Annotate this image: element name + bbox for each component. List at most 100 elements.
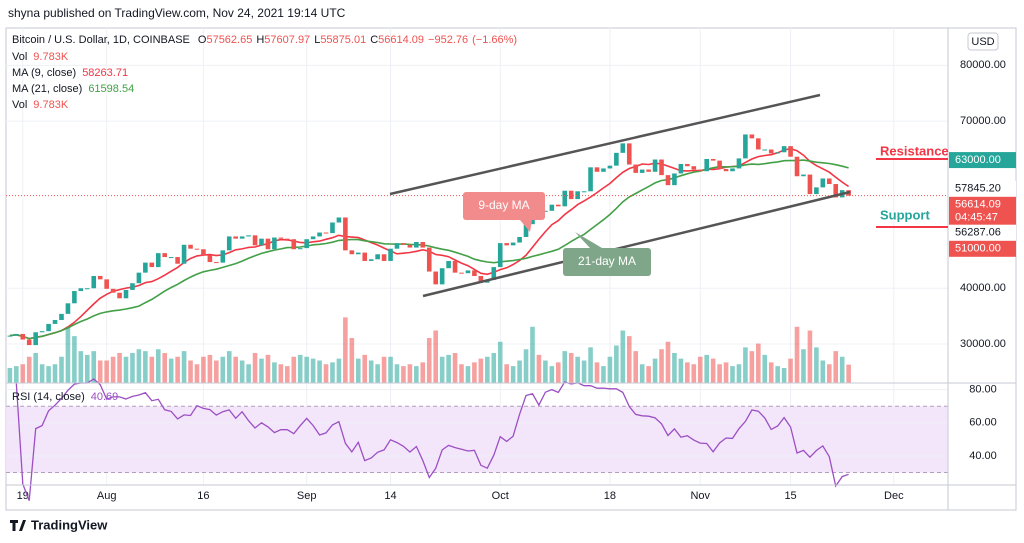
candle-body	[394, 243, 400, 249]
volume-bar	[523, 349, 529, 383]
candle-body	[756, 138, 761, 150]
volume-bar	[685, 362, 690, 383]
volume-bar	[420, 362, 426, 383]
x-tick-label: Nov	[690, 490, 710, 502]
x-tick-label: Aug	[97, 490, 117, 502]
volume-bar	[814, 347, 819, 383]
volume-bar	[168, 358, 174, 383]
x-tick-label: 16	[197, 490, 209, 502]
candle-body	[194, 248, 200, 250]
candle-body	[343, 217, 348, 251]
volume-bar	[568, 353, 574, 383]
volume-bar	[330, 362, 335, 383]
candle-body	[826, 178, 832, 185]
volume-bar	[820, 360, 826, 383]
candle-body	[59, 313, 64, 321]
candle-body	[807, 174, 813, 195]
candle-body	[388, 248, 393, 261]
candle-body	[355, 252, 361, 255]
candle-body	[685, 163, 690, 167]
volume-bar	[633, 351, 639, 383]
candle-body	[401, 243, 406, 245]
volume-bar	[439, 356, 445, 383]
volume-bar	[839, 356, 845, 383]
volume-bar	[259, 358, 264, 383]
candle-body	[762, 149, 768, 151]
price-tag	[949, 180, 1016, 197]
currency-button[interactable]	[967, 32, 999, 51]
legend-item: RSI (14, close)	[12, 391, 85, 403]
candle-body	[781, 146, 787, 153]
published-line: shyna published on TradingView.com, Nov …	[8, 6, 346, 20]
candle-body	[820, 178, 826, 188]
candle-body	[368, 259, 374, 261]
candle-body	[801, 174, 806, 177]
volume-bar	[678, 358, 684, 383]
volume-bar	[530, 326, 535, 383]
price-tag-label: 57845.20	[955, 183, 1001, 195]
volume-bar	[272, 362, 277, 383]
volume-bar	[730, 366, 735, 383]
volume-bar	[401, 366, 406, 383]
volume-bar	[394, 364, 400, 383]
candle-body	[91, 275, 97, 289]
volume-bar	[614, 345, 619, 383]
volume-bar	[697, 356, 703, 383]
candle-body	[39, 331, 45, 333]
candle-body	[336, 217, 342, 223]
volume-bar	[26, 356, 32, 383]
legend-row: Vol 9.783K	[12, 51, 69, 63]
candle-body	[181, 244, 187, 264]
volume-bar	[485, 356, 490, 383]
volume-bar	[775, 366, 780, 383]
candle-body	[743, 134, 748, 159]
currency[interactable]: USD	[971, 36, 994, 48]
brand: TradingView	[31, 517, 108, 532]
volume-bar	[704, 354, 709, 383]
volume-bar	[72, 336, 77, 383]
legend-row: Vol 9.783K	[12, 99, 69, 111]
candle-body	[246, 235, 251, 237]
candle-body	[14, 333, 19, 336]
volume-bar	[626, 336, 632, 383]
candle-body	[814, 187, 819, 195]
candle-body	[575, 191, 580, 200]
candle-body	[426, 247, 432, 272]
volume-bar	[368, 360, 374, 383]
candle-body	[568, 190, 574, 200]
volume-bar	[265, 354, 271, 383]
annotation: 9-day MA	[478, 198, 529, 212]
legend-item: 57607.97	[264, 34, 310, 46]
candle-body	[543, 210, 548, 212]
volume-bar	[201, 356, 206, 383]
candle-body	[46, 323, 51, 332]
candle-body	[33, 332, 38, 346]
candle-body	[252, 235, 258, 246]
candle-body	[188, 244, 193, 249]
legend-row: MA (21, close) 61598.54	[12, 83, 134, 95]
volume-bar	[536, 354, 542, 383]
legend-item: 9.783K	[33, 51, 69, 63]
volume-bar	[65, 326, 71, 383]
candle-body	[285, 238, 290, 240]
x-tick-label: Oct	[492, 490, 509, 502]
volume-bar	[517, 360, 522, 383]
price-tag	[949, 152, 1016, 169]
volume-bar	[575, 356, 580, 383]
candle-body	[349, 250, 355, 255]
candle-body	[504, 243, 509, 246]
legend-item: C	[370, 34, 378, 46]
volume-bar	[543, 360, 548, 383]
candle-body	[697, 169, 703, 172]
volume-bar	[7, 368, 13, 383]
volume-bar	[20, 364, 26, 383]
volume-bar	[723, 362, 729, 383]
volume-bar	[846, 364, 851, 383]
x-tick-label: 18	[604, 490, 616, 502]
candle-body	[691, 166, 697, 170]
price-tag	[949, 196, 1016, 225]
legend-row: Bitcoin / U.S. Dollar, 1D, COINBASE O5756…	[12, 34, 517, 46]
candle-body	[549, 204, 555, 211]
candle-body	[72, 291, 77, 304]
legend-item: 9.783K	[33, 99, 69, 111]
